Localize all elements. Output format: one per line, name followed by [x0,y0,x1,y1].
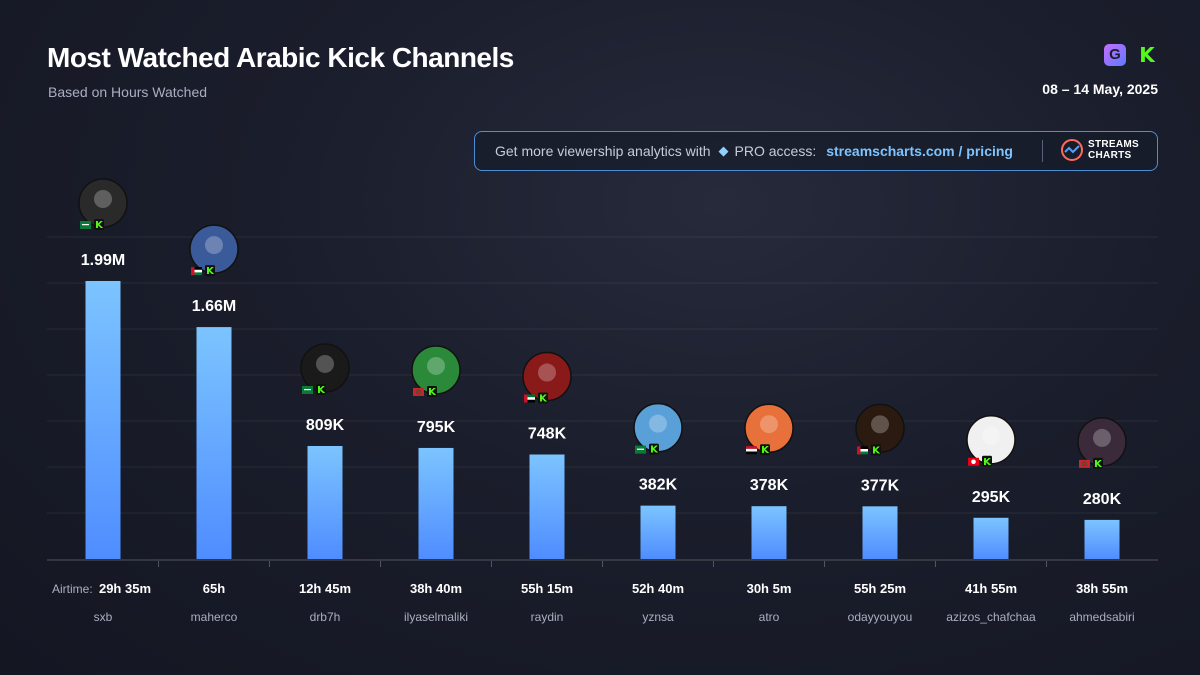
kick-badge-icon [649,443,659,455]
avatar-figure [205,236,223,255]
bar-value-label: 280K [1083,491,1122,508]
bar-azizos_chafchaa[interactable] [973,517,1009,559]
kick-badge-icon [94,219,104,230]
bar-yznsa[interactable] [640,505,676,559]
avatar-figure [649,414,667,433]
channel-name[interactable]: raydin [531,610,564,624]
airtime-value: 29h 35m [99,581,151,596]
avatar-figure [94,190,112,208]
bar-drb7h[interactable] [307,445,343,559]
streamscharts-icon [1061,139,1083,161]
gamesight-logo-icon: G [1104,44,1126,66]
airtime-value: 12h 45m [299,581,351,596]
flag-uae-icon [524,394,535,403]
kick-badge-letter: K [206,266,215,277]
bar-value-label: 748K [528,426,567,443]
bar-value-label: 809K [306,417,345,434]
flag-morocco-icon [413,387,424,396]
avatar-figure [760,415,778,434]
kick-badge-icon [316,383,326,395]
flag-morocco-icon [1079,459,1090,468]
channel-name[interactable]: ilyaselmaliki [404,610,468,624]
avatar-figure [871,415,889,434]
channel-name[interactable]: maherco [191,610,238,624]
avatar-figure [1093,428,1111,447]
channel-name[interactable]: ahmedsabiri [1069,610,1134,624]
kick-badge-letter: K [539,394,548,405]
airtime-value: 38h 40m [410,581,462,596]
kick-badge-letter: K [761,445,770,456]
airtime-value: 38h 55m [1076,581,1128,596]
date-range: 08 – 14 May, 2025 [1042,81,1158,97]
bar-atro[interactable] [751,506,787,559]
kick-badge-icon [1093,457,1103,469]
kick-badge-letter: K [983,457,992,468]
pricing-link[interactable]: streamscharts.com / pricing [826,143,1013,159]
airtime-value: 55h 15m [521,581,573,596]
bar-value-label: 382K [639,477,678,494]
bar-value-label: 295K [972,489,1011,506]
kick-badge-letter: K [428,387,437,398]
channel-name[interactable]: yznsa [642,610,674,624]
brand-line-2: CHARTS [1088,150,1132,161]
diamond-icon: ◆ [718,143,729,158]
kick-badge-icon [871,444,881,456]
channel-name[interactable]: drb7h [310,610,341,624]
kick-badge-letter: K [650,445,659,456]
bar-value-label: 1.99M [81,252,125,269]
channel-name[interactable]: azizos_chafchaa [946,610,1036,624]
kick-badge-icon [205,265,215,277]
page-title: Most Watched Arabic Kick Channels [47,42,514,73]
airtime-value: 65h [203,581,225,596]
kick-badge-letter: K [872,445,881,456]
kick-badge-letter: K [317,385,326,396]
kick-badge-letter: K [1094,459,1103,470]
flag-egypt-icon [746,446,757,455]
kick-logo-icon: K [1139,43,1155,67]
kick-badge-icon [538,392,548,404]
airtime-value: 41h 55m [965,581,1017,596]
promo-text: Get more viewership analytics with [495,143,711,159]
bar-value-label: 795K [417,419,456,436]
bar-value-label: 378K [750,477,789,494]
kick-badge-icon [982,455,992,467]
airtime-label: Airtime: [52,582,93,596]
flag-saudi-icon [302,385,313,394]
channel-name[interactable]: atro [759,610,780,624]
bar-value-label: 377K [861,477,900,494]
airtime-value: 30h 5m [747,581,792,596]
flag-jordan-icon [191,267,202,276]
flag-tunisia-icon [968,457,979,466]
flag-saudi-icon [635,445,646,454]
promo-banner[interactable]: Get more viewership analytics with ◆ PRO… [474,131,1158,171]
brand-line-1: STREAMS [1088,139,1139,150]
bar-ilyaselmaliki[interactable] [418,447,454,559]
kick-badge-letter: K [95,220,104,231]
airtime-value: 52h 40m [632,581,684,596]
flag-jordan-icon [857,446,868,455]
streamscharts-logo[interactable]: STREAMS CHARTS [1061,139,1139,161]
kick-badge-icon [760,444,770,456]
promo-divider [1042,140,1043,162]
bar-raydin[interactable] [529,454,565,559]
avatar-figure [316,354,334,373]
kick-badge-icon [427,385,437,397]
channel-name[interactable]: sxb [94,610,113,624]
page-subtitle: Based on Hours Watched [48,84,208,100]
bar-odayyouyou[interactable] [862,506,898,559]
avatar-figure [427,356,445,375]
airtime-value: 55h 25m [854,581,906,596]
avatar-figure [538,363,556,382]
channel-name[interactable]: odayyouyou [848,610,913,624]
bar-ahmedsabiri[interactable] [1084,519,1120,559]
promo-pro-text: PRO access: [734,143,817,159]
bar-sxb[interactable] [85,281,121,559]
flag-saudi-icon [80,221,91,229]
bar-maherco[interactable] [196,327,232,559]
brand-logos: G K [1104,44,1158,66]
avatar-figure [982,426,1000,445]
bar-value-label: 1.66M [192,298,236,315]
